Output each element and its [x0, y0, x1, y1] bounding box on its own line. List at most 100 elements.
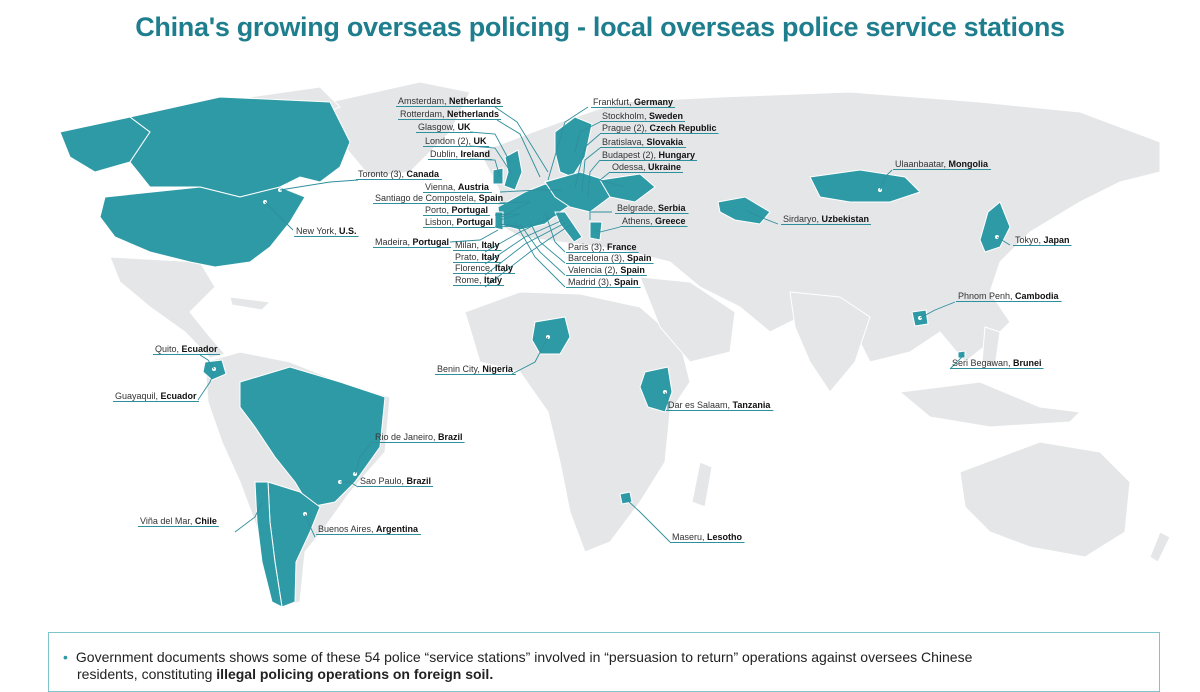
station-city: Sao Paulo, [360, 476, 407, 486]
station-city: Buenos Aires, [318, 524, 376, 534]
station-country: Canada [407, 169, 441, 179]
station-label: Stockholm, Sweden [602, 111, 683, 121]
station-label: Prague (2), Czech Republic [602, 123, 717, 133]
station-country: Portugal [413, 237, 450, 247]
mongolia [809, 169, 921, 203]
station-country: Argentina [376, 524, 419, 534]
station-label: Santiago de Compostela, Spain [375, 193, 503, 203]
station-city: Florence, [455, 263, 495, 273]
ukraine [599, 173, 656, 203]
station-city: Prato, [455, 252, 482, 262]
station-label: Odessa, Ukraine [612, 162, 681, 172]
station-country: Tanzania [733, 400, 772, 410]
station-city: Sirdaryo, [783, 214, 822, 224]
station-label: Dublin, Ireland [430, 149, 490, 159]
station-city: Paris (3), [568, 242, 607, 252]
portugal [494, 211, 504, 231]
usa [99, 186, 306, 268]
station-country: Ukraine [648, 162, 681, 172]
station-city: Tokyo, [1015, 235, 1044, 245]
station-country: Portugal [452, 205, 489, 215]
station-city: Athens, [622, 216, 655, 226]
station-country: Slovakia [647, 137, 685, 147]
station-city: Barcelona (3), [568, 253, 627, 263]
lesotho [619, 491, 633, 505]
station-city: Rotterdam, [400, 109, 447, 119]
station-country: Portugal [457, 217, 494, 227]
station-label: Rome, Italy [455, 275, 502, 285]
station-city: London (2), [425, 136, 474, 146]
station-city: Budapest (2), [602, 150, 659, 160]
station-country: Italy [482, 252, 500, 262]
station-label: Maseru, Lesotho [672, 532, 743, 542]
greece [589, 221, 603, 241]
note-line-2-plain: residents, constituting [77, 666, 217, 682]
india [789, 291, 871, 393]
station-label: Prato, Italy [455, 252, 500, 262]
nigeria [531, 316, 571, 355]
station-label: Dar es Salaam, Tanzania [668, 400, 771, 410]
station-city: Amsterdam, [398, 96, 449, 106]
station-city: Rome, [455, 275, 484, 285]
station-city: Valencia (2), [568, 265, 620, 275]
uzbekistan [717, 196, 771, 225]
station-country: Spain [614, 277, 639, 287]
mexico [109, 256, 226, 359]
station-city: Viña del Mar, [140, 516, 195, 526]
caribbean [229, 296, 272, 311]
station-label: Sao Paulo, Brazil [360, 476, 431, 486]
station-city: New York, [296, 226, 339, 236]
note-box: • Government documents shows some of thes… [48, 632, 1160, 692]
station-city: Santiago de Compostela, [375, 193, 479, 203]
station-label: Vienna, Austria [425, 182, 490, 192]
station-city: Milan, [455, 240, 482, 250]
station-country: Mongolia [949, 159, 989, 169]
greenland [329, 81, 471, 178]
station-label: Paris (3), France [568, 242, 637, 252]
note-line-2-bold: illegal policing operations on foreign s… [216, 666, 494, 682]
station-country: Austria [458, 182, 490, 192]
station-city: Dublin, [430, 149, 461, 159]
station-country: France [607, 242, 637, 252]
brunei [957, 350, 966, 359]
new-zealand [1149, 531, 1171, 563]
philippines [981, 326, 1001, 368]
station-country: Netherlands [447, 109, 499, 119]
station-city: Porto, [425, 205, 452, 215]
station-country: Serbia [658, 203, 687, 213]
station-city: Bratislava, [602, 137, 647, 147]
tanzania [639, 366, 673, 413]
station-label: Madeira, Portugal [375, 237, 449, 247]
station-city: Seri Begawan, [952, 358, 1013, 368]
eurasia [479, 91, 1161, 363]
station-city: Frankfurt, [593, 97, 634, 107]
station-label: Barcelona (3), Spain [568, 253, 652, 263]
station-city: Lisbon, [425, 217, 457, 227]
station-country: Brazil [407, 476, 432, 486]
station-country: Germany [634, 97, 673, 107]
station-label: Toronto (3), Canada [358, 169, 440, 179]
station-country: Japan [1044, 235, 1070, 245]
station-label: Guayaquil, Ecuador [115, 391, 197, 401]
japan [979, 201, 1011, 253]
station-country: Italy [482, 240, 500, 250]
station-label: Viña del Mar, Chile [140, 516, 217, 526]
station-label: Phnom Penh, Cambodia [958, 291, 1060, 301]
station-country: Ecuador [161, 391, 198, 401]
station-city: Vienna, [425, 182, 458, 192]
station-country: U.S. [339, 226, 357, 236]
station-country: Spain [479, 193, 504, 203]
canada [128, 96, 351, 198]
station-label: Frankfurt, Germany [593, 97, 673, 107]
station-country: Ireland [461, 149, 491, 159]
station-label: Sirdaryo, Uzbekistan [783, 214, 869, 224]
madagascar [691, 461, 713, 508]
station-country: Spain [620, 265, 645, 275]
map-title: China's growing overseas policing - loca… [135, 12, 1065, 42]
highlighted-countries [59, 96, 1011, 608]
station-label: Lisbon, Portugal [425, 217, 493, 227]
station-city: Quito, [155, 344, 182, 354]
station-country: Brunei [1013, 358, 1042, 368]
